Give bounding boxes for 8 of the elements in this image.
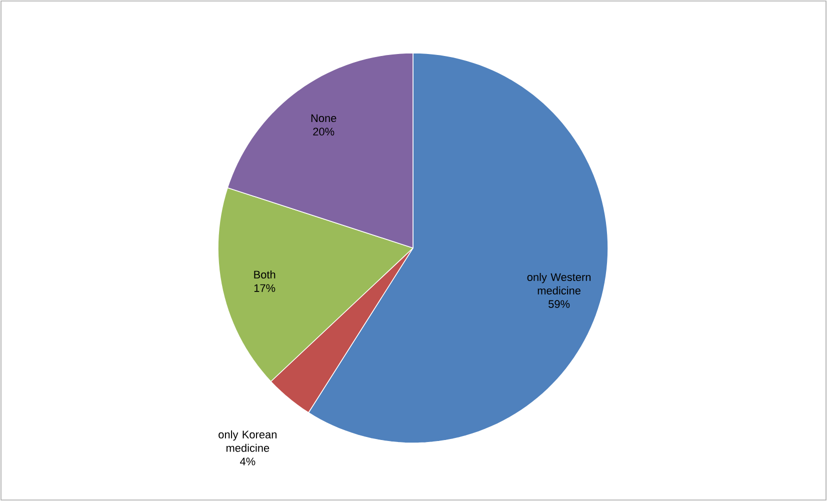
data-label: 20% bbox=[313, 128, 334, 136]
data-label: 17% bbox=[254, 284, 276, 292]
data-label: 59% bbox=[548, 300, 570, 308]
slice-label: only Western medicine bbox=[527, 272, 591, 294]
slice-label: None bbox=[311, 114, 336, 122]
data-label: 4% bbox=[240, 458, 256, 466]
slice-label: Both bbox=[254, 270, 276, 279]
slice-label: only Korean medicine bbox=[218, 430, 276, 452]
